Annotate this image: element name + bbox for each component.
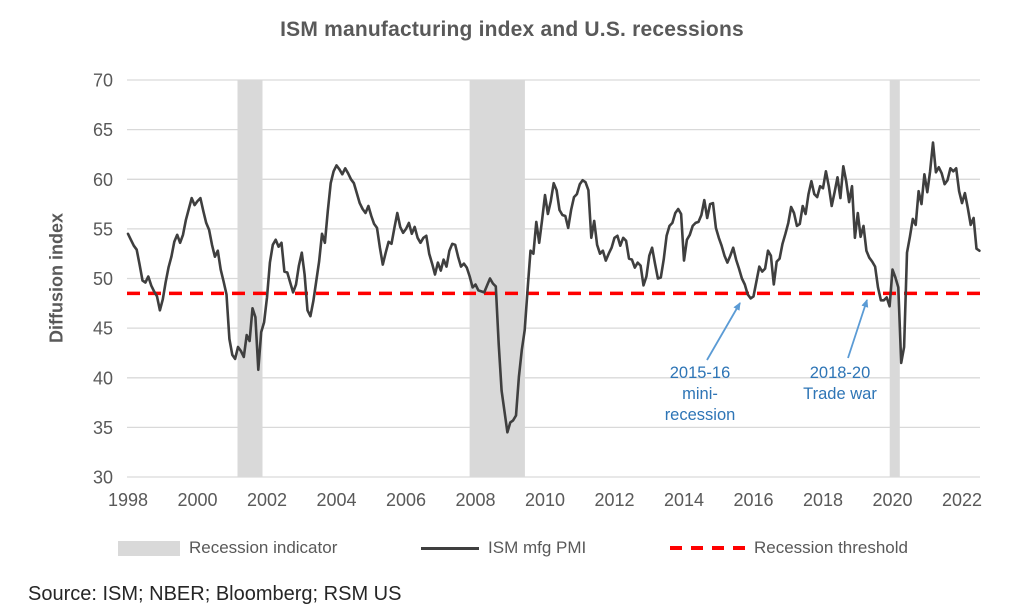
x-tick-label: 2008 bbox=[455, 490, 495, 510]
chart-title: ISM manufacturing index and U.S. recessi… bbox=[280, 18, 744, 41]
source-note: Source: ISM; NBER; Bloomberg; RSM US bbox=[28, 583, 402, 605]
pmi-line-swatch bbox=[421, 546, 480, 550]
annotation-text: 2015-16 bbox=[670, 364, 731, 382]
recession-band bbox=[469, 80, 525, 477]
recession-band-swatch bbox=[118, 540, 180, 556]
x-tick-label: 2018 bbox=[803, 490, 843, 510]
y-tick-label: 40 bbox=[93, 368, 113, 388]
x-tick-label: 2014 bbox=[664, 490, 704, 510]
annotation-text: recession bbox=[665, 406, 736, 424]
x-tick-label: 2004 bbox=[316, 490, 356, 510]
legend-label: Recession threshold bbox=[753, 538, 908, 557]
y-tick-label: 70 bbox=[93, 71, 113, 91]
annotation-text: Trade war bbox=[803, 385, 877, 403]
x-tick-label: 2010 bbox=[525, 490, 565, 510]
y-tick-label: 65 bbox=[93, 120, 113, 140]
y-tick-label: 50 bbox=[93, 269, 113, 289]
annotation-arrow bbox=[847, 299, 869, 359]
x-tick-label: 2016 bbox=[733, 490, 773, 510]
legend-item-recession-threshold: Recession threshold bbox=[669, 538, 908, 558]
x-tick-label: 2000 bbox=[177, 490, 217, 510]
legend-label: ISM mfg PMI bbox=[488, 538, 587, 557]
x-tick-label: 1998 bbox=[108, 490, 148, 510]
annotation-text: 2018-20 bbox=[810, 364, 871, 382]
threshold-dash-swatch bbox=[669, 546, 745, 550]
annotation-arrow bbox=[706, 302, 741, 361]
legend-item-recession-indicator: Recession indicator bbox=[118, 538, 337, 558]
legend-label: Recession indicator bbox=[189, 538, 338, 557]
annotations: 2015-16 mini-recession 2018-20 Trade war bbox=[665, 299, 877, 424]
y-tick-label: 55 bbox=[93, 219, 113, 239]
y-axis-ticks: 70 65 60 55 50 45 40 35 30 bbox=[93, 71, 113, 488]
x-tick-label: 2006 bbox=[386, 490, 426, 510]
y-tick-label: 35 bbox=[93, 418, 113, 438]
x-tick-label: 2020 bbox=[872, 490, 912, 510]
x-tick-label: 2022 bbox=[942, 490, 982, 510]
y-tick-label: 60 bbox=[93, 170, 113, 190]
x-tick-label: 2002 bbox=[247, 490, 287, 510]
x-axis-ticks: 1998 2000 2002 2004 2006 2008 2010 2012 2014 2016… bbox=[108, 490, 982, 510]
annotation-text: mini- bbox=[682, 385, 718, 403]
ism-pmi-line bbox=[126, 141, 981, 434]
legend-item-ism-pmi: ISM mfg PMI bbox=[421, 538, 586, 558]
legend: Recession indicator ISM mfg PMI Recessio… bbox=[118, 538, 908, 558]
x-tick-label: 2012 bbox=[594, 490, 634, 510]
recession-band bbox=[237, 80, 263, 477]
y-tick-label: 45 bbox=[93, 319, 113, 339]
y-tick-label: 30 bbox=[93, 468, 113, 488]
